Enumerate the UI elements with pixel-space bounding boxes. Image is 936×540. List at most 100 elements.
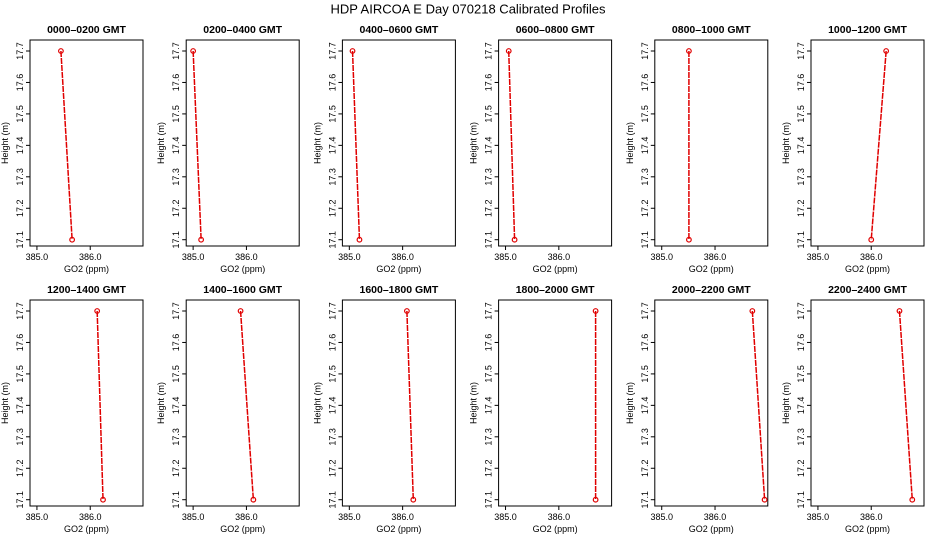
data-point [100, 496, 106, 503]
figure-title: HDP AIRCOA E Day 070218 Calibrated Profi… [330, 1, 606, 16]
panel: 2000–2200 GMT 385.0 386.0 GO2 (ppm) 17.1 17.2… [625, 284, 769, 534]
data-point [198, 236, 205, 243]
y-axis-label: Height (m) [781, 382, 791, 424]
panel: 0200–0400 GMT 385.0 386.0 GO2 (ppm) 17.1 17.2… [156, 24, 300, 274]
x-tick-label: 385.0 [650, 252, 673, 262]
y-tick-label: 17.1 [327, 491, 337, 509]
x-tick-label: 385.0 [807, 252, 830, 262]
y-tick-label: 17.4 [171, 137, 181, 155]
y-tick-label: 17.6 [327, 334, 337, 352]
y-tick-label: 17.2 [171, 199, 181, 217]
x-tick-label: 386.0 [235, 512, 258, 522]
plot-frame [810, 299, 925, 507]
y-tick-label: 17.2 [15, 459, 25, 477]
x-tick-label: 385.0 [26, 512, 49, 522]
y-tick-label: 17.7 [171, 302, 181, 320]
y-tick-label: 17.2 [484, 199, 494, 217]
panel: 1600–1800 GMT 385.0 386.0 GO2 (ppm) 17.1 17.2… [312, 284, 456, 534]
x-axis-label: GO2 (ppm) [376, 264, 421, 274]
plot-frame [29, 39, 144, 247]
y-tick-label: 17.1 [15, 231, 25, 249]
plot-frame [341, 39, 456, 247]
x-tick-label: 386.0 [548, 512, 571, 522]
panel-title: 0600–0800 GMT [516, 24, 595, 36]
y-tick-label: 17.7 [484, 42, 494, 60]
x-tick-label: 385.0 [807, 512, 830, 522]
profile-line [507, 50, 516, 240]
x-axis-label: GO2 (ppm) [845, 524, 890, 534]
data-point [511, 236, 518, 243]
plot-frame [654, 39, 769, 247]
y-tick-label: 17.7 [484, 302, 494, 320]
panel: 1000–1200 GMT 385.0 386.0 GO2 (ppm) 17.1 17.2… [781, 24, 925, 274]
x-tick-label: 386.0 [391, 512, 414, 522]
y-tick-label: 17.4 [327, 397, 337, 415]
y-tick-label: 17.7 [171, 42, 181, 60]
y-tick-label: 17.1 [796, 231, 806, 249]
panel-title: 1400–1600 GMT [203, 284, 282, 296]
x-tick-label: 386.0 [704, 512, 727, 522]
y-tick-label: 17.3 [171, 428, 181, 446]
panel: 0000–0200 GMT 385.0 386.0 GO2 (ppm) 17.1 17.2… [0, 24, 144, 274]
y-tick-label: 17.4 [796, 397, 806, 415]
y-tick-label: 17.4 [15, 137, 25, 155]
data-point [761, 496, 768, 503]
y-tick-label: 17.4 [171, 397, 181, 415]
y-axis-label: Height (m) [781, 122, 791, 164]
panel: 1800–2000 GMT 385.0 386.0 GO2 (ppm) 17.1 17.2… [469, 284, 613, 534]
data-point [237, 308, 244, 314]
y-tick-label: 17.7 [327, 302, 337, 320]
y-tick-label: 17.5 [327, 365, 337, 383]
profile-line [192, 50, 202, 240]
y-tick-label: 17.5 [15, 105, 25, 123]
y-tick-label: 17.3 [640, 428, 650, 446]
y-tick-label: 17.2 [171, 459, 181, 477]
profile-line [351, 50, 361, 240]
y-tick-label: 17.3 [327, 428, 337, 446]
y-axis-label: Height (m) [625, 382, 635, 424]
data-point [868, 236, 875, 243]
y-tick-label: 17.6 [640, 334, 650, 352]
x-axis-label: GO2 (ppm) [689, 524, 734, 534]
plot-frame [185, 299, 300, 507]
y-tick-label: 17.2 [484, 459, 494, 477]
y-tick-label: 17.1 [171, 231, 181, 249]
y-tick-label: 17.6 [484, 334, 494, 352]
profile-line [60, 50, 73, 240]
y-tick-label: 17.1 [484, 231, 494, 249]
y-tick-label: 17.6 [327, 74, 337, 92]
y-tick-label: 17.3 [796, 428, 806, 446]
y-tick-label: 17.5 [796, 365, 806, 383]
y-tick-label: 17.3 [327, 168, 337, 186]
y-tick-label: 17.6 [484, 74, 494, 92]
y-tick-label: 17.5 [327, 105, 337, 123]
plot-frame [498, 39, 613, 247]
y-tick-label: 17.3 [15, 168, 25, 186]
data-point [250, 496, 257, 503]
data-point [58, 48, 64, 54]
panel-title: 0000–0200 GMT [47, 24, 126, 36]
panel: 0800–1000 GMT 385.0 386.0 GO2 (ppm) 17.1 17.2… [625, 24, 769, 274]
x-tick-label: 386.0 [860, 252, 883, 262]
y-tick-label: 17.1 [327, 231, 337, 249]
y-tick-label: 17.5 [640, 105, 650, 123]
y-tick-label: 17.3 [171, 168, 181, 186]
profile-line [96, 310, 104, 500]
x-tick-label: 386.0 [79, 252, 102, 262]
x-tick-label: 385.0 [182, 512, 205, 522]
panel-title: 0800–1000 GMT [672, 24, 751, 36]
y-tick-label: 17.1 [796, 491, 806, 509]
profile-line [898, 310, 914, 500]
y-tick-label: 17.2 [640, 199, 650, 217]
data-point [94, 308, 101, 314]
y-tick-label: 17.2 [15, 199, 25, 217]
y-tick-label: 17.4 [327, 137, 337, 155]
plot-frame [185, 39, 300, 247]
plot-frame [341, 299, 456, 507]
plot-frame [29, 299, 144, 507]
y-axis-label: Height (m) [625, 122, 635, 164]
y-tick-label: 17.5 [484, 365, 494, 383]
x-axis-label: GO2 (ppm) [220, 264, 265, 274]
y-tick-label: 17.7 [15, 302, 25, 320]
